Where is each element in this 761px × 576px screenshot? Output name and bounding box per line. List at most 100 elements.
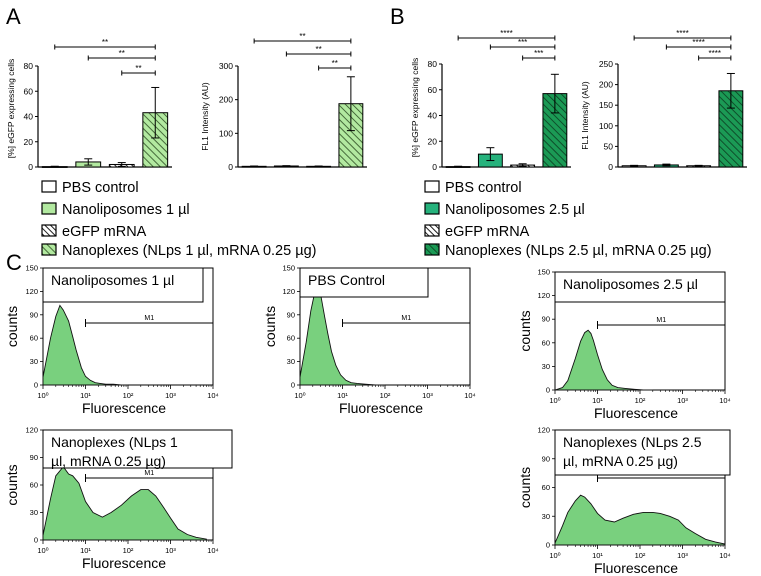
histogram-title: PBS Control [308, 272, 385, 288]
flow-histogram-c3: 0 30 60 90 120 150 10⁰ 10¹ 10² 10³ 10⁴ M1 Nanoliposo… [517, 268, 731, 422]
histogram-title: µl, mRNA 0.25 µg) [51, 453, 166, 469]
title-box [42, 429, 233, 469]
legend-label: Nanoplexes (NLps 1 µl, mRNA 0.25 µg) [62, 243, 316, 259]
y-axis-label: counts [517, 310, 533, 351]
x-tick-label: 10² [380, 391, 391, 400]
x-tick-label: 10⁴ [719, 396, 731, 405]
x-tick-label: 10² [123, 391, 134, 400]
x-axis-label: Fluorescence [594, 405, 678, 421]
y-tick-label: 150 [537, 268, 550, 277]
y-tick-label: 60 [287, 334, 295, 343]
y-tick-label: 60 [30, 481, 38, 490]
significance-label: ** [332, 59, 338, 68]
y-tick-label: 120 [25, 426, 38, 435]
legend-swatch [424, 224, 440, 237]
histogram-title: Nanoplexes (NLps 2.5 [563, 434, 702, 450]
legend-b-item: Nanoplexes (NLps 2.5 µl, mRNA 0.25 µg) [424, 243, 712, 259]
y-tick-label: 120 [282, 287, 295, 296]
y-tick-label: 90 [542, 454, 550, 463]
significance-label: *** [534, 49, 543, 58]
gate-label: M1 [144, 470, 154, 477]
y-tick-label: 0 [546, 541, 550, 550]
y-tick-label: 40 [24, 112, 34, 122]
y-tick-label: 300 [219, 61, 233, 71]
y-tick-label: 20 [24, 137, 34, 147]
legend-swatch [41, 243, 57, 256]
x-tick-label: 10¹ [80, 391, 91, 400]
y-tick-label: 80 [24, 61, 34, 71]
x-tick-label: 10⁰ [37, 391, 48, 400]
y-tick-label: 0 [546, 386, 550, 395]
y-axis-label: FL1 Intensity (AU) [580, 81, 590, 150]
y-axis-label: FL1 Intensity (AU) [200, 82, 210, 151]
y-tick-label: 250 [599, 59, 613, 69]
legend-label: eGFP mRNA [445, 224, 530, 240]
panel-label-c: C [6, 250, 22, 275]
significance-label: ** [135, 64, 141, 73]
x-tick-label: 10³ [677, 551, 688, 560]
y-axis-label: [%] eGFP expressing cells [410, 58, 420, 158]
legend-a-item: Nanoplexes (NLps 1 µl, mRNA 0.25 µg) [41, 243, 316, 259]
y-tick-label: 0 [291, 381, 295, 390]
y-tick-label: 80 [428, 59, 438, 69]
y-tick-label: 60 [542, 338, 550, 347]
y-tick-label: 120 [25, 287, 38, 296]
x-tick-label: 10³ [165, 391, 176, 400]
legend-a: PBS control Nanoliposomes 1 µl eGFP mRNA… [41, 180, 316, 259]
significance-label: ** [316, 45, 322, 54]
y-tick-label: 60 [24, 86, 34, 96]
significance-label: *** [518, 38, 527, 47]
histogram-title: µl, mRNA 0.25 µg) [563, 453, 678, 469]
x-axis-label: Fluorescence [82, 400, 166, 416]
significance-label: ** [102, 38, 108, 47]
legend-label: PBS control [62, 180, 139, 196]
x-axis-label: Fluorescence [82, 555, 166, 571]
histogram-title: Nanoliposomes 1 µl [51, 272, 174, 288]
legend-label: Nanoliposomes 1 µl [62, 202, 190, 218]
legend-b-item: eGFP mRNA [424, 224, 530, 240]
flow-histogram-c1: 0 30 60 90 120 150 10⁰ 10¹ 10² 10³ 10⁴ M1 Nanoliposo… [4, 264, 219, 417]
y-tick-label: 30 [542, 362, 550, 371]
x-tick-label: 10³ [165, 546, 176, 555]
y-tick-label: 150 [282, 264, 295, 273]
flow-histogram-c2: 0 30 60 90 120 150 10⁰ 10¹ 10² 10³ 10⁴ M1 PBS Contro… [262, 264, 476, 417]
histogram-area [299, 284, 385, 386]
flow-histograms: 0 30 60 90 120 150 10⁰ 10¹ 10² 10³ 10⁴ M1 Nanoliposo… [4, 264, 731, 576]
histogram-area [42, 304, 128, 386]
y-tick-label: 120 [537, 426, 550, 435]
y-tick-label: 100 [219, 128, 233, 138]
legend-label: Nanoliposomes 2.5 µl [445, 202, 585, 218]
panel-label-a: A [6, 4, 21, 29]
x-axis-label: Fluorescence [594, 560, 678, 576]
legend-a-item: PBS control [41, 180, 139, 196]
x-tick-label: 10¹ [592, 551, 603, 560]
gate-label: M1 [656, 317, 666, 324]
y-axis-label: [%] eGFP expressing cells [6, 59, 16, 159]
significance-label: ** [119, 49, 125, 58]
y-tick-label: 150 [599, 100, 613, 110]
flow-histogram-c4: 0 30 60 90 120 10⁰ 10¹ 10² 10³ 10⁴ M1 Nanoplexes (N… [4, 426, 233, 571]
y-tick-label: 20 [428, 136, 438, 146]
x-tick-label: 10¹ [337, 391, 348, 400]
histogram-title: Nanoplexes (NLps 1 [51, 434, 178, 450]
y-tick-label: 100 [599, 121, 613, 131]
title-box [554, 429, 731, 476]
legend-a-item: Nanoliposomes 1 µl [41, 202, 190, 218]
x-tick-label: 10¹ [592, 396, 603, 405]
y-tick-label: 90 [287, 310, 295, 319]
y-tick-label: 60 [428, 85, 438, 95]
y-tick-label: 0 [34, 381, 38, 390]
y-axis-label: counts [262, 306, 278, 347]
y-tick-label: 0 [432, 162, 437, 172]
y-tick-label: 30 [30, 357, 38, 366]
significance-label: **** [500, 29, 512, 38]
legend-b: PBS control Nanoliposomes 2.5 µl eGFP mR… [424, 180, 712, 259]
x-tick-label: 10⁴ [207, 391, 219, 400]
x-tick-label: 10³ [422, 391, 433, 400]
x-tick-label: 10² [123, 546, 134, 555]
x-axis-label: Fluorescence [339, 400, 423, 416]
y-tick-label: 40 [428, 111, 438, 121]
